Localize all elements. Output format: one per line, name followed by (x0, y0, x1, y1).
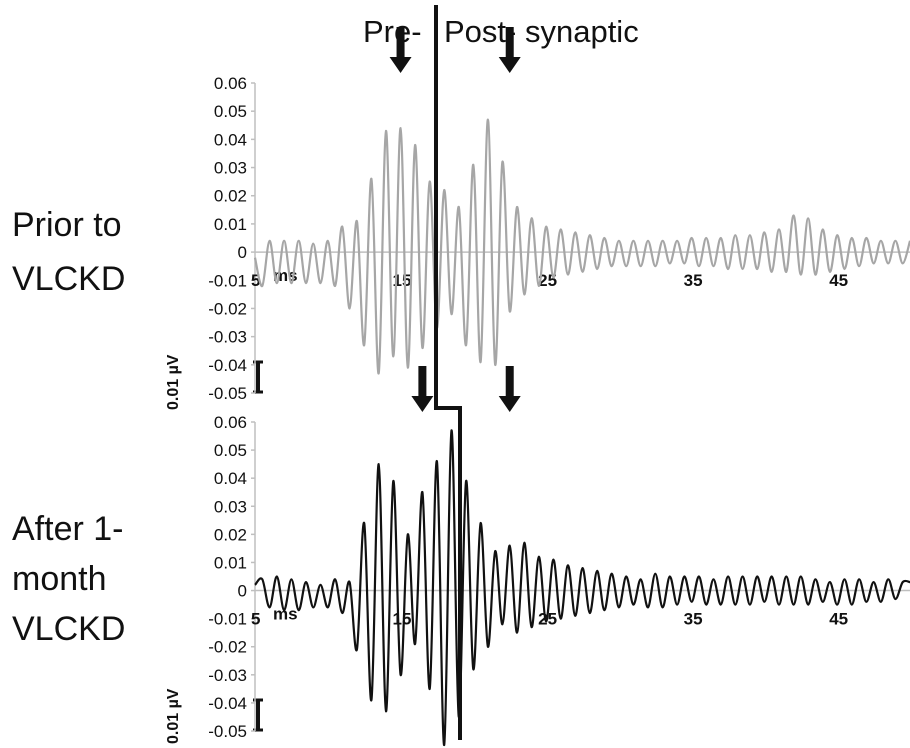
panel2-y-tick-label: 0.02 (214, 525, 247, 544)
panel2-x-tick-label: 5 (251, 610, 260, 629)
panel2-x-tick-label: 45 (829, 610, 848, 629)
panel2-label-line3: VLCKD (12, 610, 125, 648)
panel1-y-tick-label: 0.03 (214, 159, 247, 178)
panel1-peak-arrow (389, 27, 412, 73)
panel2-y-tick-label: 0.04 (214, 469, 247, 488)
panel1-y-tick-label: -0.05 (208, 384, 247, 403)
panel2-x-tick-label: 15 (393, 610, 412, 629)
panel1-label-line2: VLCKD (12, 260, 125, 298)
panel1-y-tick-label: -0.01 (208, 271, 247, 290)
panel1-y-tick-label: 0.06 (214, 74, 247, 93)
panel2-y-tick-label: -0.01 (208, 610, 247, 629)
chart-after-1-month-vlckd: 0.06 0.05 0.04 0.03 0.02 0.01 0 -0.01 -0.02 -0.03… (208, 366, 910, 747)
panel2-y-tick-label: 0.01 (214, 553, 247, 572)
panel2-signal-line (254, 429, 910, 747)
panel1-scale-bar-label: 0.01 µV (165, 354, 182, 410)
chart-prior-to-vlckd: 0.06 0.05 0.04 0.03 0.02 0.01 0 -0.01 -0.02 -0.03… (208, 27, 910, 403)
panel2-y-tick-label: 0.05 (214, 441, 247, 460)
panel2-peak-arrow (498, 366, 521, 412)
panel2-label-line1: After 1- (12, 510, 123, 548)
panel1-y-tick-label: -0.03 (208, 328, 247, 347)
panel1-x-tick-label: 45 (829, 271, 848, 290)
panel1-signal-line (253, 118, 910, 375)
panel1-x-tick-label: 35 (684, 271, 703, 290)
panel1-y-tick-label: -0.02 (208, 299, 247, 318)
panel2-x-tick-label: 35 (684, 610, 703, 629)
panel1-x-tick-label: 15 (393, 271, 412, 290)
panel1-y-tick-label: 0.02 (214, 187, 247, 206)
panel2-label-line2: month (12, 560, 107, 598)
panel1-label-line1: Prior to (12, 206, 122, 244)
panel2-scale-bar-label: 0.01 µV (165, 688, 182, 744)
panel1-y-tick-label: 0.04 (214, 130, 247, 149)
panel2-peak-arrow (411, 366, 434, 412)
panel2-y-tick-label: 0.03 (214, 497, 247, 516)
panel2-y-tick-label: -0.02 (208, 638, 247, 657)
panel2-y-tick-label: 0 (238, 582, 247, 601)
panel2-y-tick-label: -0.04 (208, 694, 247, 713)
pre-post-separator-line (434, 5, 462, 740)
panel2-y-tick-label: -0.05 (208, 722, 247, 741)
panel1-y-tick-label: -0.04 (208, 356, 247, 375)
panel2-x-unit-label: ms (273, 605, 298, 624)
panel1-y-tick-label: 0.01 (214, 215, 247, 234)
panel1-y-tick-label: 0 (238, 243, 247, 262)
post-synaptic-label: Post- synaptic (444, 14, 639, 49)
panel2-y-tick-label: 0.06 (214, 413, 247, 432)
pre-synaptic-label: Pre- (363, 14, 422, 49)
panel1-x-tick-label: 5 (251, 271, 260, 290)
panel2-y-tick-label: -0.03 (208, 666, 247, 685)
panel1-peak-arrow (498, 27, 521, 73)
panel1-y-tick-label: 0.05 (214, 102, 247, 121)
